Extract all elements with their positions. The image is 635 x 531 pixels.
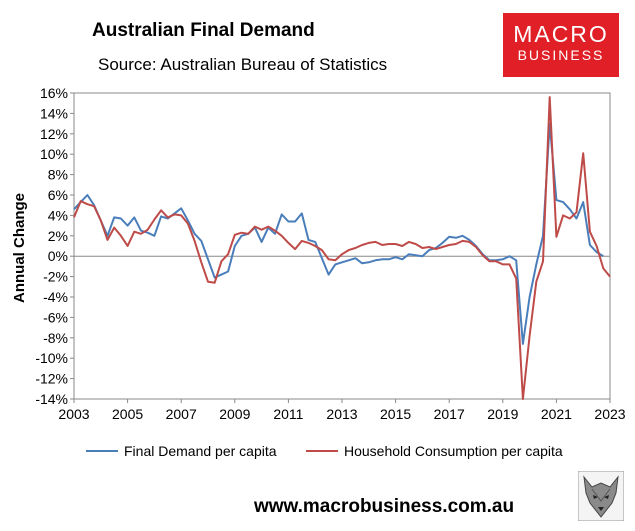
y-axis-label: Annual Change [11,193,28,303]
y-tick-label: 4% [48,207,68,223]
y-tick-label: -10% [35,350,68,366]
y-tick-label: 14% [40,105,68,121]
x-tick-label: 2015 [380,406,411,422]
y-tick-label: -4% [43,289,68,305]
y-tick-label: 6% [48,187,68,203]
chart-title: Australian Final Demand [92,20,315,41]
series-line-final-demand [73,122,604,345]
y-tick-label: 8% [48,167,68,183]
legend-label: Final Demand per capita [124,443,277,459]
series-line-household-consumption [73,96,611,400]
x-tick-label: 2009 [219,406,250,422]
x-tick-label: 2017 [434,406,465,422]
y-tick-label: -14% [35,391,68,407]
x-tick-label: 2011 [273,406,303,422]
y-tick-label: 2% [48,228,68,244]
y-tick-label: 16% [40,85,68,101]
x-tick-label: 2023 [594,406,625,422]
x-tick-label: 2005 [112,406,143,422]
plot-area [73,92,611,400]
y-tick-label: 10% [40,146,68,162]
y-tick-label: 12% [40,126,68,142]
legend: Final Demand per capita Household Consump… [86,443,563,459]
macrobusiness-logo[interactable]: MACRO BUSINESS [503,13,619,77]
x-tick-label: 2007 [166,406,197,422]
y-tick-label: -2% [43,269,68,285]
y-tick-label: 0% [48,248,68,264]
x-tick-label: 2003 [58,406,89,422]
x-tick-label: 2019 [487,406,518,422]
logo-line1: MACRO [513,21,609,47]
wolf-logo-icon [578,471,624,521]
logo-line2: BUSINESS [517,47,605,63]
y-tick-label: -6% [43,309,68,325]
legend-label: Household Consumption per capita [344,443,563,459]
x-tick-label: 2013 [326,406,357,422]
y-tick-label: -12% [35,371,68,387]
footer-url[interactable]: www.macrobusiness.com.au [254,496,515,517]
chart-subtitle: Source: Australian Bureau of Statistics [98,55,388,74]
x-tick-label: 2021 [541,406,572,422]
y-tick-label: -8% [43,330,68,346]
